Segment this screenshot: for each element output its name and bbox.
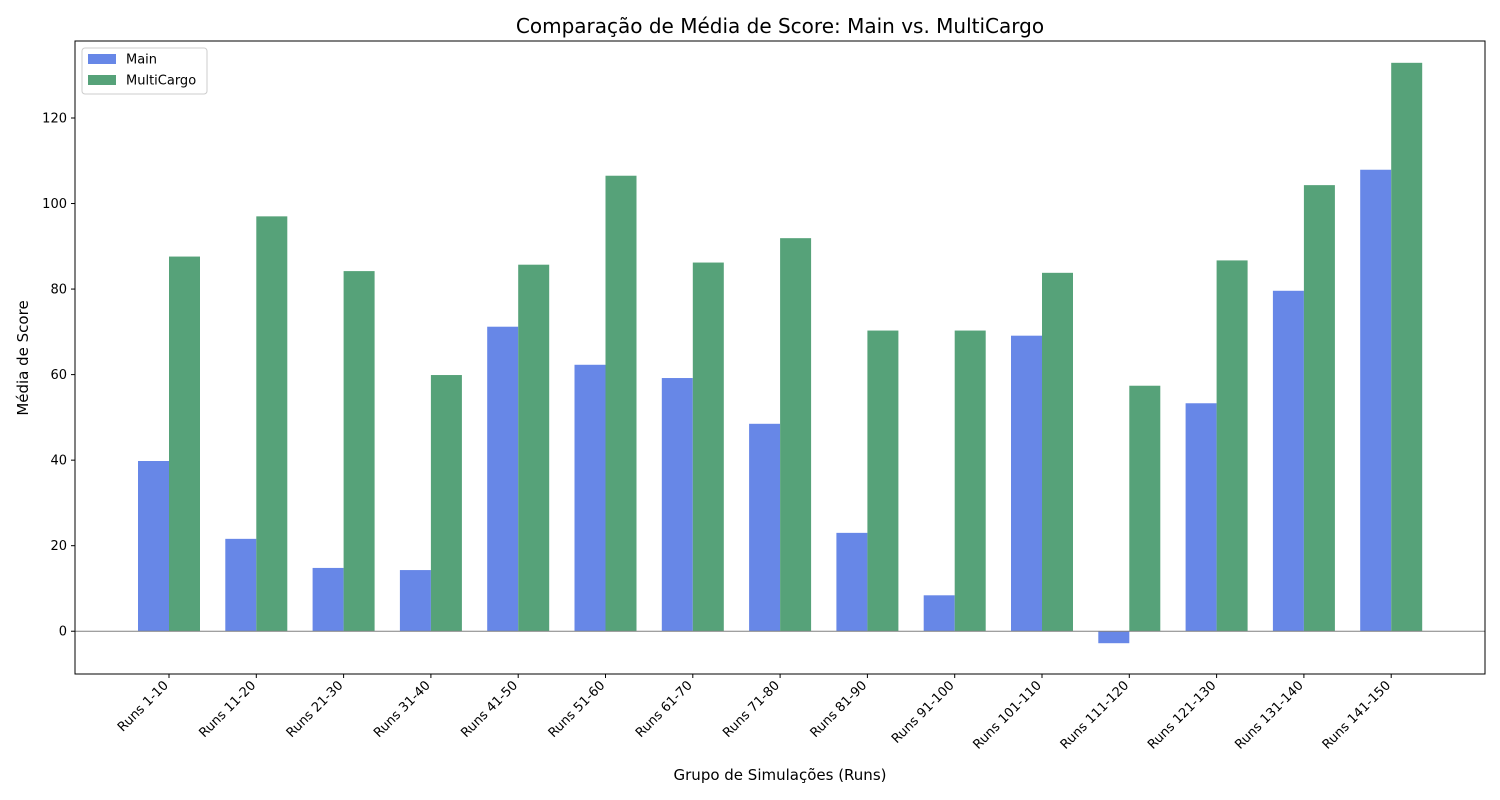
bar-main-3 [312,567,344,632]
x-tick-label: Runs 31-40 [371,678,434,741]
bar-main-8 [749,423,781,632]
chart-title: Comparação de Média de Score: Main vs. M… [516,14,1044,38]
bar-multicargo-9 [867,330,899,632]
x-tick-label: Runs 51-60 [546,678,609,741]
bar-multicargo-2 [256,216,288,632]
y-tick-label: 20 [50,539,67,554]
y-axis-label: Média de Score [14,300,32,415]
x-tick-label: Runs 111-120 [1058,678,1132,752]
bar-main-10 [923,595,955,632]
x-tick-label: Runs 71-80 [720,678,783,741]
legend-label-multicargo: MultiCargo [126,74,196,89]
bar-multicargo-1 [169,256,200,632]
x-tick-label: Runs 81-90 [808,678,871,741]
y-tick-label: 100 [42,197,67,212]
y-tick-label: 80 [50,283,67,298]
bar-multicargo-13 [1216,260,1248,632]
x-tick-label: Runs 61-70 [633,678,696,741]
bar-main-14 [1272,290,1304,632]
y-tick-label: 0 [59,625,67,640]
bar-multicargo-6 [605,175,637,632]
bar-main-2 [225,538,257,632]
bar-multicargo-8 [780,238,812,632]
x-tick-label: Runs 101-110 [970,678,1044,752]
x-tick-label: Runs 1-10 [115,678,172,735]
y-tick-label: 60 [50,368,67,383]
bar-multicargo-11 [1042,272,1073,632]
y-tick-label: 120 [42,111,67,126]
bar-multicargo-7 [692,262,724,632]
bar-multicargo-10 [954,330,986,632]
bar-main-9 [836,532,868,632]
legend: Main MultiCargo [81,47,208,95]
bar-main-15 [1360,169,1392,632]
bar-main-11 [1011,335,1042,632]
bar-multicargo-4 [430,375,462,632]
plot-area: 0 20 40 60 80 100 120 Runs 1-10 Runs 11-20 Runs 2… [42,62,1485,753]
bar-main-4 [399,570,431,632]
plot-frame [74,40,1486,675]
bar-multicargo-12 [1129,385,1161,632]
bar-main-6 [574,364,606,632]
legend-swatch-main [88,54,116,64]
legend-swatch-multicargo [88,75,116,85]
bar-multicargo-5 [518,264,550,632]
bar-multicargo-14 [1303,185,1335,632]
bar-multicargo-15 [1391,62,1423,632]
bar-main-1 [138,461,169,632]
bar-main-12 [1098,631,1130,644]
bar-main-13 [1185,403,1217,632]
x-tick-label: Runs 131-140 [1232,678,1306,752]
x-tick-label: Runs 11-20 [196,678,259,741]
y-tick-label: 40 [50,454,67,469]
x-axis-label: Grupo de Simulações (Runs) [674,766,887,784]
bar-multicargo-3 [343,271,375,632]
bar-main-5 [487,326,519,632]
bar-main-7 [661,378,693,632]
x-tick-label: Runs 41-50 [458,678,521,741]
x-tick-label: Runs 91-100 [889,678,958,747]
x-tick-label: Runs 141-150 [1320,678,1394,752]
legend-label-main: Main [126,53,157,68]
x-tick-label: Runs 121-130 [1145,678,1219,752]
x-tick-label: Runs 21-30 [284,678,347,741]
